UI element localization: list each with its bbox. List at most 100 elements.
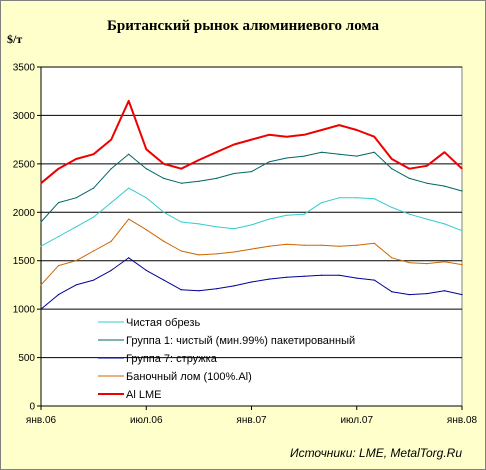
series-5-point [215, 151, 218, 153]
chart-title: Британский рынок алюминиевого лома [106, 18, 380, 34]
series-5-point [426, 165, 428, 167]
y-tick-label: 3000 [13, 111, 36, 122]
series-2-point [180, 182, 182, 184]
series-1-point [338, 197, 340, 199]
legend-label-4: Баночный лом (100%.Al) [126, 371, 252, 383]
series-1-point [233, 228, 235, 230]
series-1-point [40, 245, 42, 247]
series-2-point [285, 157, 288, 159]
series-2-point [356, 155, 358, 157]
series-3-point [426, 293, 428, 295]
series-4-point [426, 263, 428, 265]
series-1-point [198, 223, 200, 225]
x-tick-label: июл.07 [340, 415, 373, 426]
series-2-point [443, 185, 446, 187]
x-tick-label: янв.06 [26, 415, 57, 426]
series-1-point [145, 197, 147, 199]
series-4-point [373, 242, 375, 244]
series-5-point [321, 129, 323, 131]
series-4-point [145, 229, 147, 231]
series-4-point [93, 250, 95, 252]
legend-label-3: Группа 7: стружка [126, 353, 218, 365]
series-4-point [40, 284, 42, 286]
series-5-point [356, 129, 358, 131]
series-2-point [215, 177, 218, 179]
series-4-point [110, 240, 112, 242]
series-4-point [128, 218, 130, 220]
series-3-point [408, 294, 410, 296]
y-tick-label: 3500 [13, 63, 36, 74]
series-1-point [57, 235, 60, 238]
x-tick-label: янв.07 [236, 415, 267, 426]
series-4-point [268, 245, 270, 247]
series-5-point [373, 136, 375, 138]
series-2-point [408, 177, 410, 179]
series-3-point [321, 274, 323, 276]
series-2-point [461, 190, 463, 192]
series-5-point [57, 168, 60, 170]
series-5-point [93, 153, 95, 155]
series-4-point [163, 240, 165, 242]
series-5-point [128, 100, 130, 102]
series-2-point [163, 177, 165, 179]
series-4-point [180, 250, 182, 252]
series-4-point [57, 264, 60, 267]
series-5-point [233, 143, 235, 146]
series-3-point [373, 279, 375, 281]
series-5-point [40, 182, 42, 184]
series-4-point [75, 260, 77, 262]
series-2-point [93, 187, 95, 189]
series-4-point [233, 251, 235, 253]
y-axis-label: $/т [7, 32, 23, 46]
series-1-point [461, 230, 463, 232]
series-4-point [338, 245, 340, 247]
series-group [40, 99, 463, 310]
y-tick-label: 2000 [13, 208, 36, 219]
series-5-point [180, 168, 182, 170]
series-1-point [75, 226, 77, 228]
legend-label-1: Чистая обрезь [126, 317, 200, 329]
series-3-point [303, 275, 305, 277]
y-tick-label: 2500 [13, 159, 36, 170]
series-3-point [163, 279, 165, 281]
series-1-point [426, 218, 428, 220]
series-1-point [303, 213, 305, 215]
axes: 0 500 1000 1500 2000 2500 3000 3500 янв.06 июл.06… [13, 63, 478, 427]
series-1-point [215, 226, 218, 228]
series-1-point [408, 213, 410, 215]
x-tick-label: янв.08 [447, 415, 478, 426]
series-2-point [426, 182, 428, 184]
series-4-point [285, 243, 288, 245]
series-5-point [443, 151, 446, 153]
series-2-point [250, 171, 253, 173]
series-3-point [198, 290, 200, 292]
series-1-point [128, 187, 130, 189]
series-5-point [303, 134, 305, 136]
series-3-point [461, 294, 463, 296]
series-4-point [303, 244, 305, 246]
series-3-point [145, 269, 147, 271]
series-5-point [110, 139, 112, 141]
series-3-point [128, 257, 130, 259]
series-3-point [356, 277, 358, 279]
series-3-point [75, 284, 77, 286]
gridlines [41, 66, 462, 359]
plot-area [40, 66, 463, 407]
series-5-point [198, 159, 200, 161]
series-3-point [40, 308, 42, 310]
y-tick-label: 1000 [13, 305, 36, 316]
series-2-point [145, 168, 147, 170]
series-2-point [321, 151, 323, 153]
legend-label-5: Al LME [126, 389, 161, 401]
series-5-point [250, 139, 253, 141]
series-4-point [198, 254, 200, 256]
series-2-point [338, 153, 340, 155]
series-2-point [128, 153, 130, 155]
series-5-point [285, 136, 288, 138]
series-4-point [461, 263, 463, 266]
series-5-point [461, 168, 463, 170]
series-3-point [285, 276, 288, 278]
series-3-point [57, 294, 60, 296]
series-3-point [443, 290, 446, 292]
